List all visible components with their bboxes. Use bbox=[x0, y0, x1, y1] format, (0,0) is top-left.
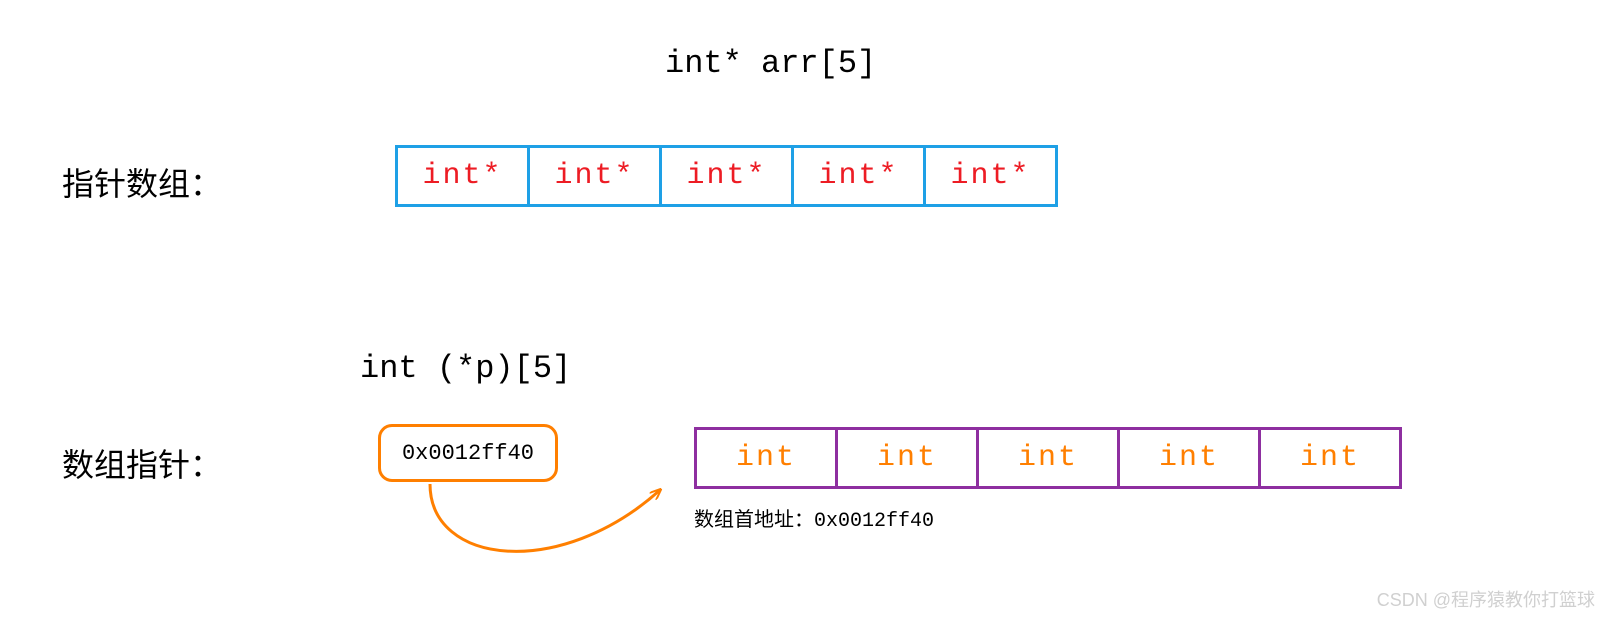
cell-text: int* bbox=[686, 159, 766, 193]
cell-text: int* bbox=[950, 159, 1030, 193]
pointer-value-text: 0x0012ff40 bbox=[402, 441, 534, 466]
watermark: CSDN @程序猿教你打篮球 bbox=[1377, 586, 1595, 612]
section1-cells: int* int* int* int* int* bbox=[395, 145, 1058, 207]
arrow-path bbox=[430, 484, 660, 551]
address-caption-value: 0x0012ff40 bbox=[814, 510, 934, 533]
section2-label: 数组指针： bbox=[62, 440, 222, 486]
section1-title: int* arr[5] bbox=[665, 45, 876, 82]
section2-cell: int bbox=[835, 427, 979, 489]
address-caption: 数组首地址：0x0012ff40 bbox=[694, 503, 934, 533]
section2-cell: int bbox=[1258, 427, 1402, 489]
section2-cell: int bbox=[694, 427, 838, 489]
section2-cells: int int int int int bbox=[694, 427, 1402, 489]
cell-text: int* bbox=[422, 159, 502, 193]
cell-text: int bbox=[1018, 441, 1078, 475]
pointer-value-box: 0x0012ff40 bbox=[378, 424, 558, 482]
cell-text: int bbox=[1300, 441, 1360, 475]
section1-cell: int* bbox=[395, 145, 530, 207]
section2-title: int (*p)[5] bbox=[360, 350, 571, 387]
cell-text: int bbox=[736, 441, 796, 475]
cell-text: int bbox=[1159, 441, 1219, 475]
cell-text: int bbox=[877, 441, 937, 475]
address-caption-prefix: 数组首地址： bbox=[694, 509, 814, 531]
section1-label: 指针数组： bbox=[62, 159, 222, 205]
cell-text: int* bbox=[818, 159, 898, 193]
section2-cell: int bbox=[976, 427, 1120, 489]
section1-cell: int* bbox=[659, 145, 794, 207]
section2-cell: int bbox=[1117, 427, 1261, 489]
section1-cell: int* bbox=[791, 145, 926, 207]
section1-cell: int* bbox=[527, 145, 662, 207]
section1-cell: int* bbox=[923, 145, 1058, 207]
cell-text: int* bbox=[554, 159, 634, 193]
